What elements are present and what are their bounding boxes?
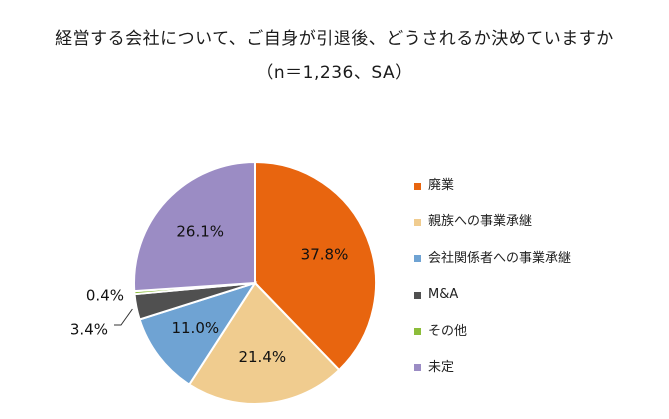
pie-slice-employee-succession [138, 281, 258, 386]
legend-label: M&A [428, 287, 459, 303]
legend-label: 廃業 [428, 178, 455, 193]
legend-swatch [414, 364, 421, 372]
pie-slice-family-succession [187, 281, 341, 405]
legend-swatch [414, 255, 421, 263]
pie-slice-undecided [133, 160, 256, 293]
legend-swatch [414, 291, 421, 299]
legend-item-haigyo: 廃業 [414, 176, 664, 196]
slice-label-haigyo: 37.8% [301, 245, 349, 263]
legend-swatch [414, 328, 421, 336]
legend-item-ma: M&A [414, 285, 664, 305]
chart-title: 経営する会社について、ご自身が引退後、どうされるか決めていますか [55, 29, 614, 49]
leader-lines [114, 308, 133, 326]
pie-slices [133, 160, 377, 405]
chart-subtitle: （n＝1,236、SA） [256, 63, 413, 83]
legend-label: 会社関係者への事業承継 [428, 250, 572, 266]
slice-label-employee-succession: 11.0% [171, 319, 219, 337]
slice-label-other: 0.4% [86, 287, 124, 305]
legend-item-employee-succession: 会社関係者への事業承継 [414, 249, 664, 269]
legend: 廃業 親族への事業承継 会社関係者への事業承継 M&A その他 未定 [414, 176, 664, 394]
legend-item-undecided: 未定 [414, 358, 664, 378]
legend-swatch [414, 182, 421, 190]
legend-label: その他 [428, 323, 468, 339]
pie-slice-haigyo [254, 160, 377, 372]
legend-label: 未定 [428, 359, 455, 375]
legend-item-family-succession: 親族への事業承継 [414, 212, 664, 232]
legend-item-other: その他 [414, 322, 664, 342]
slice-labels: 37.8% 21.4% 11.0% 3.4% 0.4% 26.1% [70, 222, 348, 366]
slice-label-family-succession: 21.4% [238, 348, 286, 366]
leader-line-ma [114, 308, 133, 326]
slice-label-ma: 3.4% [70, 321, 108, 339]
legend-label: 親族への事業承継 [428, 214, 533, 230]
slice-label-undecided: 26.1% [176, 222, 224, 240]
legend-swatch [414, 218, 421, 226]
